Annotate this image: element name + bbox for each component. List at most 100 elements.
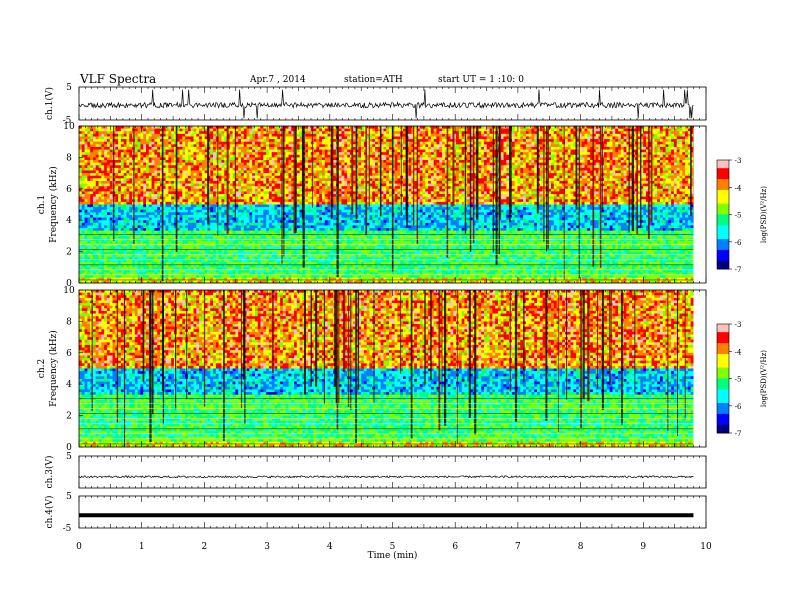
spec-cell [238, 228, 241, 231]
spec-cell [252, 225, 255, 228]
spec-cell [235, 144, 238, 147]
spec-cell [168, 194, 171, 197]
spec-cell [227, 278, 230, 281]
spec-cell [118, 170, 121, 173]
spec-cell [263, 150, 266, 153]
spec-cell [138, 168, 141, 171]
spec-cell [235, 139, 238, 142]
spec-cell [79, 136, 82, 139]
spec-cell [180, 186, 183, 189]
spec-cell [85, 270, 88, 273]
spec-cell [90, 189, 93, 192]
spec-cell [110, 181, 113, 184]
spec-cell [185, 189, 188, 192]
spec-cell [85, 155, 88, 158]
spec-cell [113, 275, 116, 278]
spec-cell [115, 215, 118, 218]
spec-cell [272, 157, 275, 160]
spec-cell [149, 189, 152, 192]
spec-cell [247, 278, 250, 281]
spec-cell [286, 207, 289, 210]
spec-cell [180, 228, 183, 231]
spec-cell [255, 155, 258, 158]
spec-cell [140, 136, 143, 139]
spec-cell [196, 265, 199, 268]
spec-cell [135, 134, 138, 137]
spec-cell [168, 163, 171, 166]
spec-cell [115, 252, 118, 255]
spec-cell [235, 223, 238, 226]
spec-cell [182, 173, 185, 176]
spec-cell [247, 265, 250, 268]
spec-cell [168, 212, 171, 215]
spec-cell [107, 223, 110, 226]
spec-cell [154, 270, 157, 273]
spec-cell [185, 142, 188, 145]
spec-cell [219, 257, 222, 260]
spec-cell [129, 165, 132, 168]
spec-cell [261, 142, 264, 145]
spec-cell [188, 163, 191, 166]
spec-cell [149, 155, 152, 158]
spec-cell [96, 218, 99, 221]
spec-cell [210, 223, 213, 226]
spec-cell [219, 199, 222, 202]
spec-cell [277, 168, 280, 171]
spec-cell [199, 207, 202, 210]
spec-cell [180, 191, 183, 194]
spec-cell [210, 189, 213, 192]
spec-cell [221, 131, 224, 134]
spec-cell [255, 205, 258, 208]
spec-cell [247, 131, 250, 134]
spec-cell [171, 210, 174, 213]
spec-cell [235, 191, 238, 194]
spec-cell [272, 220, 275, 223]
spec-cell [230, 176, 233, 179]
spec-cell [196, 176, 199, 179]
spec-cell [210, 181, 213, 184]
spec-cell [230, 197, 233, 200]
spec-cell [191, 252, 194, 255]
spec-cell [269, 173, 272, 176]
spec-cell [154, 197, 157, 200]
spec-cell [258, 170, 261, 173]
spec-cell [258, 142, 261, 145]
spec-cell [107, 157, 110, 160]
spec-cell [90, 155, 93, 158]
spec-cell [216, 257, 219, 260]
spec-cell [224, 239, 227, 242]
spec-cell [143, 126, 146, 129]
spec-cell [219, 147, 222, 150]
spec-cell [110, 142, 113, 145]
spec-cell [157, 265, 160, 268]
spec-cell [90, 144, 93, 147]
spec-cell [182, 155, 185, 158]
spec-cell [188, 220, 191, 223]
spec-cell [297, 220, 300, 223]
spec-cell [196, 197, 199, 200]
spec-cell [118, 212, 121, 215]
spec-cell [263, 197, 266, 200]
spec-cell [230, 150, 233, 153]
spec-cell [266, 139, 269, 142]
spec-cell [182, 181, 185, 184]
spec-cell [252, 212, 255, 215]
spec-cell [152, 228, 155, 231]
spec-cell [210, 173, 213, 176]
spec-cell [154, 239, 157, 242]
spec-cell [194, 223, 197, 226]
spec-cell [196, 189, 199, 192]
spec-cell [118, 157, 121, 160]
spec-cell [272, 199, 275, 202]
spec-cell [191, 186, 194, 189]
spec-cell [129, 225, 132, 228]
spec-cell [196, 252, 199, 255]
spec-cell [258, 223, 261, 226]
spec-cell [213, 176, 216, 179]
spec-cell [308, 147, 311, 150]
spec-cell [297, 144, 300, 147]
spec-cell [188, 207, 191, 210]
spec-cell [90, 184, 93, 187]
spec-cell [291, 275, 294, 278]
spec-cell [104, 144, 107, 147]
